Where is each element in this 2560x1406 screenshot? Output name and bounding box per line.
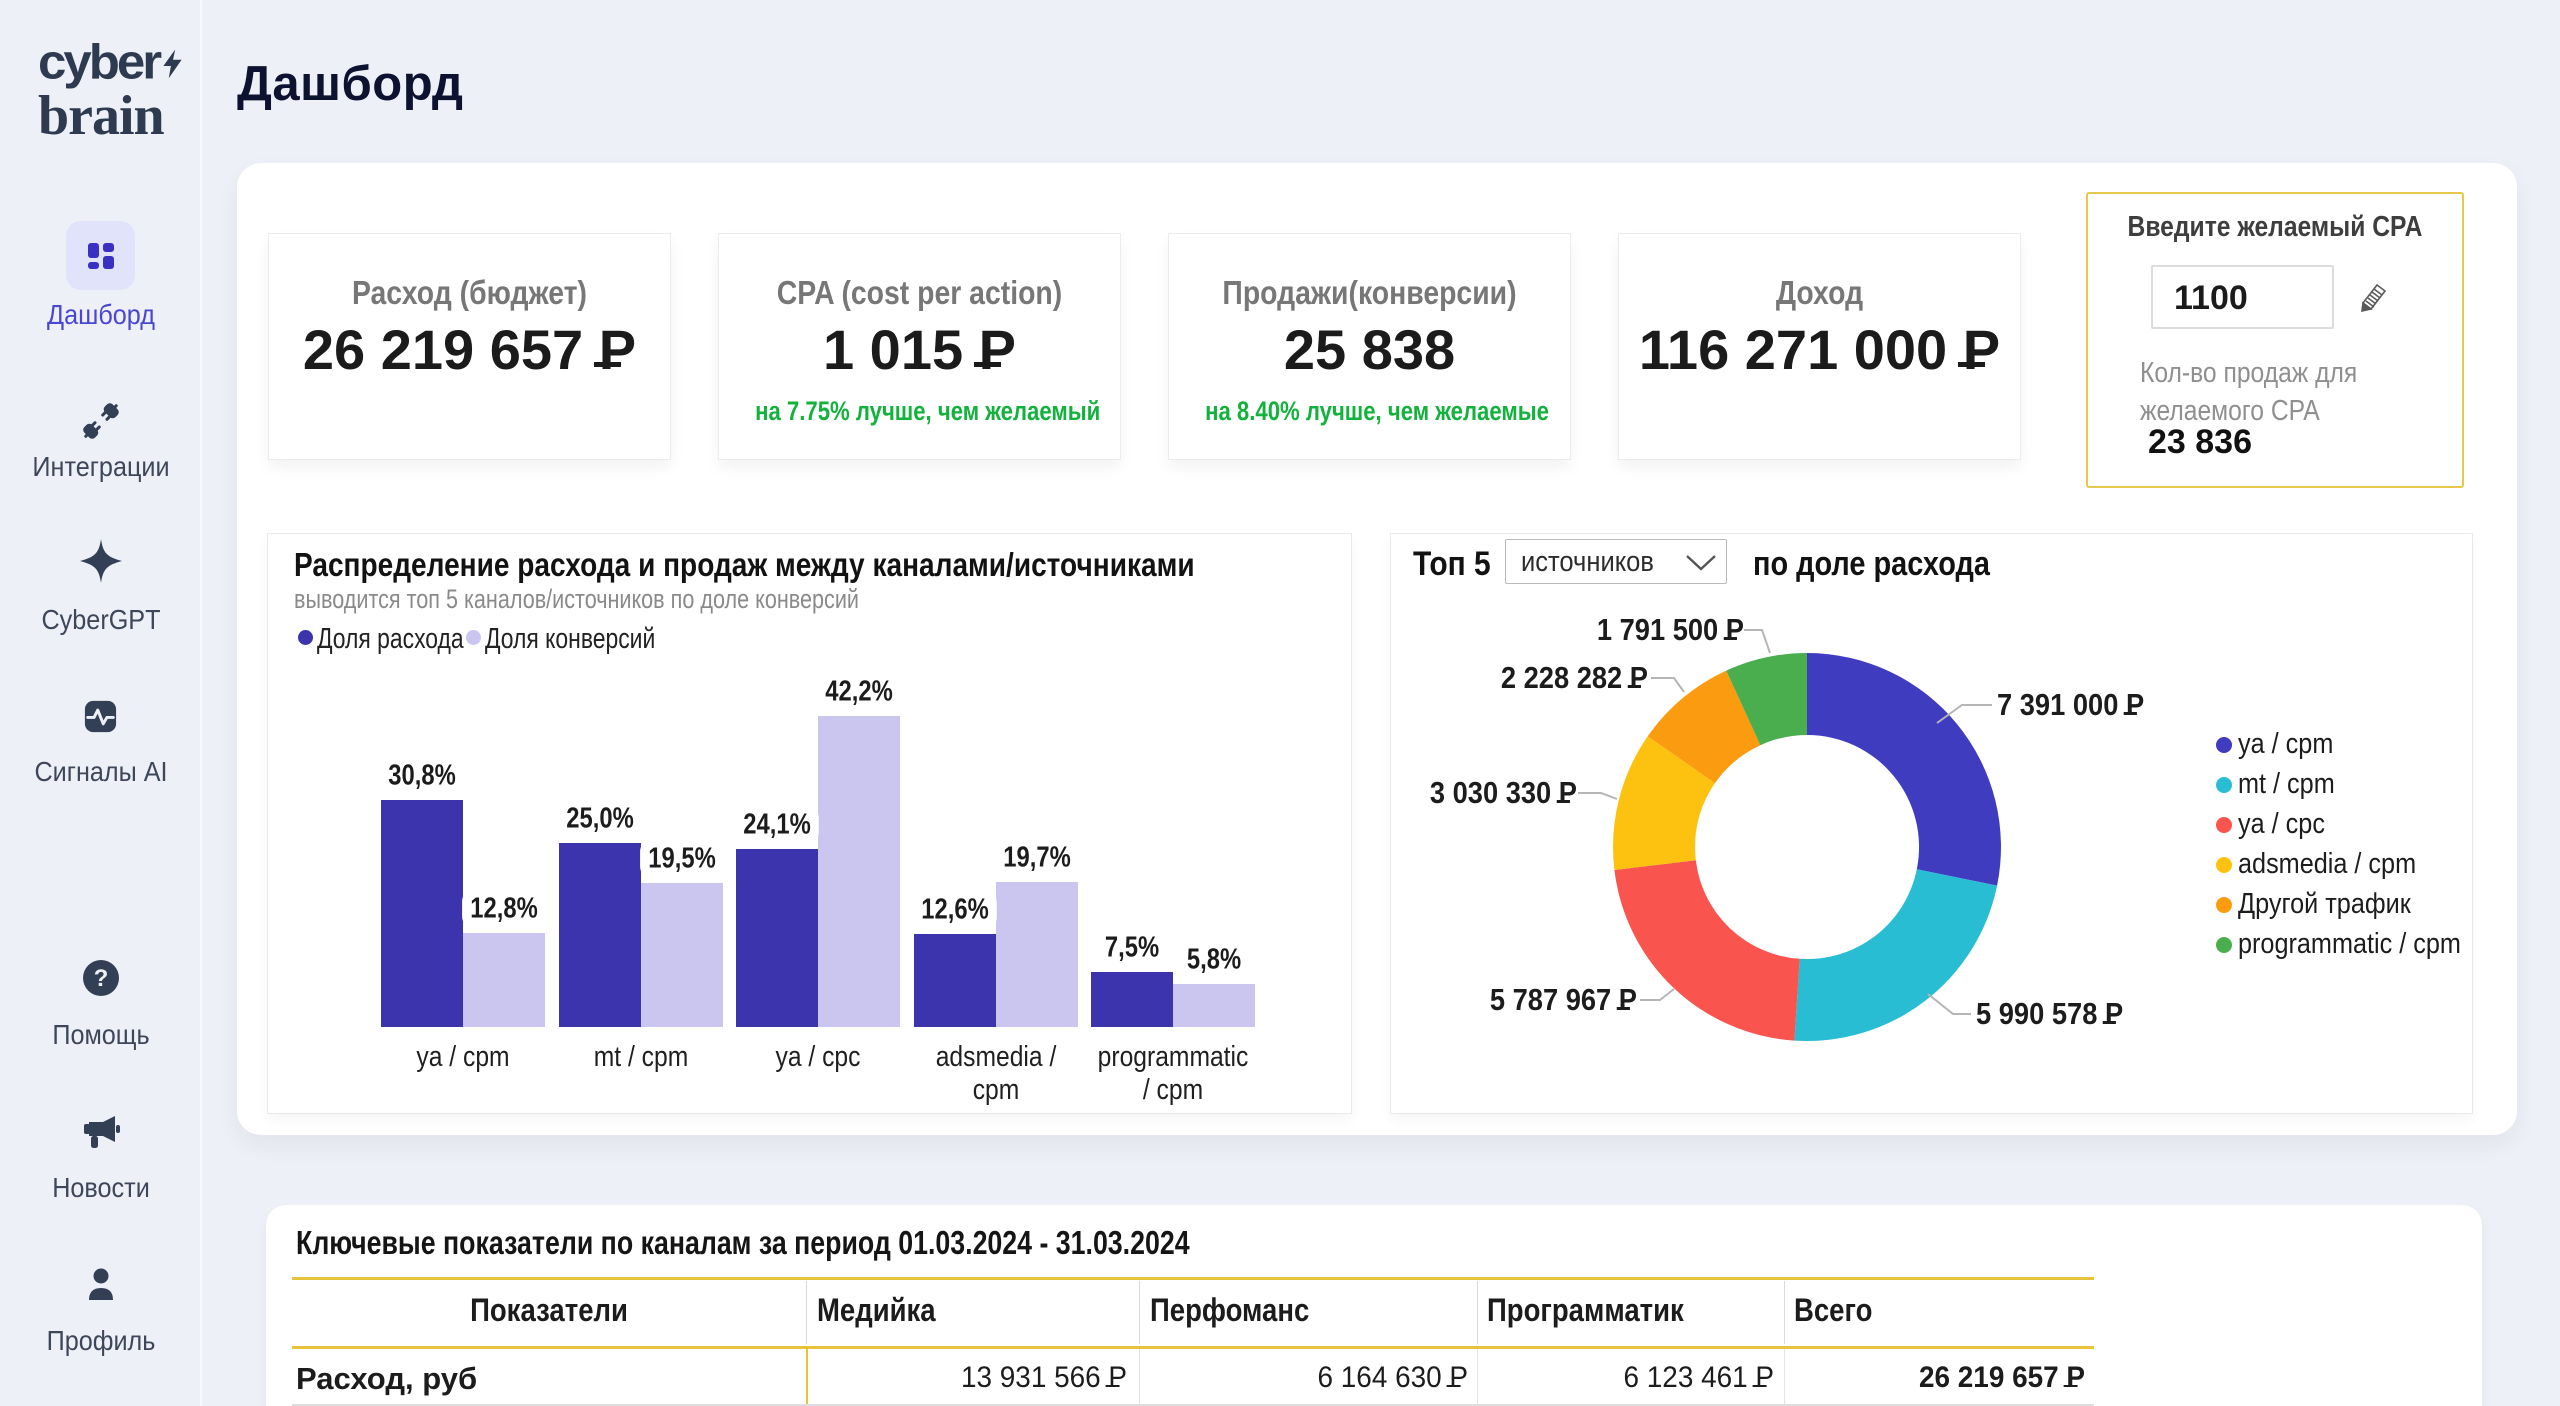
svg-text:?: ? bbox=[93, 965, 108, 992]
